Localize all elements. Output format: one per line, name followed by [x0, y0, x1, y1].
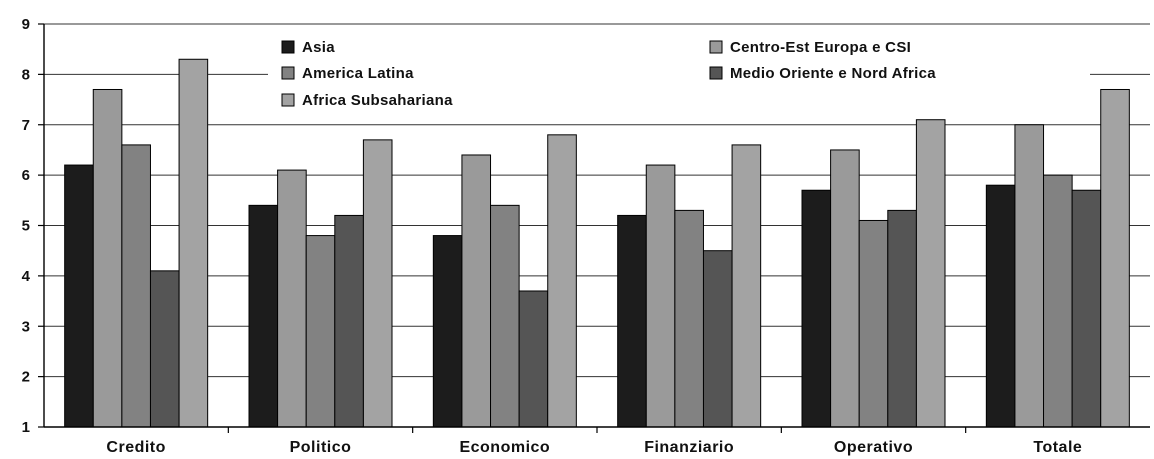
- gridlines: [44, 23, 1150, 378]
- bar-politico-2: [305, 235, 336, 428]
- bar-operativo-1: [830, 149, 860, 428]
- x-category-label: Operativo: [834, 439, 913, 456]
- bar-finanziario-1: [645, 164, 676, 428]
- legend-swatch: [709, 66, 723, 80]
- bar-operativo-3: [887, 209, 917, 428]
- bar-economico-2: [490, 204, 520, 428]
- x-category-label: Economico: [459, 439, 550, 456]
- bar-credito-0: [64, 164, 94, 428]
- bar-credito-4: [178, 58, 209, 428]
- bar-politico-3: [334, 214, 364, 428]
- x-category-labels: Credito Politico Economico Finanziario Opera…: [106, 427, 1082, 456]
- bar-finanziario-2: [674, 209, 704, 428]
- bar-finanziario-3: [702, 250, 733, 428]
- bar-economico-1: [461, 154, 492, 428]
- bar-totale-4: [1100, 88, 1130, 428]
- y-tick-label: 5: [22, 218, 30, 235]
- y-tick-label: 9: [22, 16, 30, 33]
- bar-economico-0: [432, 235, 463, 428]
- legend-swatch: [281, 93, 295, 107]
- bar-credito-2: [121, 144, 151, 428]
- bar-economico-3: [518, 290, 549, 428]
- y-tick-label: 2: [22, 369, 30, 386]
- bar-operativo-4: [915, 119, 946, 428]
- x-category-label: Finanziario: [644, 439, 734, 456]
- legend-label: Centro-Est Europa e CSI: [730, 39, 911, 56]
- legend-swatch: [709, 40, 723, 54]
- bar-politico-4: [362, 139, 393, 428]
- bar-operativo-0: [801, 189, 832, 428]
- legend-label: America Latina: [302, 65, 414, 82]
- x-category-label: Politico: [290, 439, 352, 456]
- legend-background: [268, 33, 1090, 115]
- legend-swatch: [281, 66, 295, 80]
- y-tick-label: 3: [22, 318, 30, 335]
- bar-totale-0: [985, 184, 1016, 428]
- y-tick-label: 1: [22, 419, 30, 436]
- y-tick-label: 7: [22, 117, 30, 134]
- legend-swatch: [281, 40, 295, 54]
- y-tick-label: 4: [22, 268, 31, 285]
- x-category-label: Totale: [1033, 439, 1082, 456]
- y-tick-label: 6: [22, 167, 30, 184]
- bar-politico-1: [277, 169, 307, 428]
- y-tick-labels: 1 2 3 4 5 6 7 8 9: [22, 16, 44, 436]
- bar-operativo-2: [858, 219, 889, 428]
- bar-finanziario-0: [617, 214, 647, 428]
- legend: Asia Centro-Est Europa e CSI America Latin…: [268, 33, 1090, 115]
- y-tick-label: 8: [22, 66, 30, 83]
- bar-politico-0: [248, 204, 279, 428]
- bar-economico-4: [547, 134, 577, 428]
- legend-label: Africa Subsahariana: [302, 92, 453, 109]
- legend-label: Medio Oriente e Nord Africa: [730, 65, 936, 82]
- bar-credito-1: [92, 88, 123, 428]
- legend-label: Asia: [302, 39, 335, 56]
- bar-totale-2: [1043, 174, 1073, 428]
- bar-totale-3: [1071, 189, 1102, 428]
- x-category-label: Credito: [106, 439, 166, 456]
- bar-totale-1: [1014, 124, 1045, 428]
- bar-finanziario-4: [731, 144, 762, 428]
- bar-credito-3: [149, 270, 180, 428]
